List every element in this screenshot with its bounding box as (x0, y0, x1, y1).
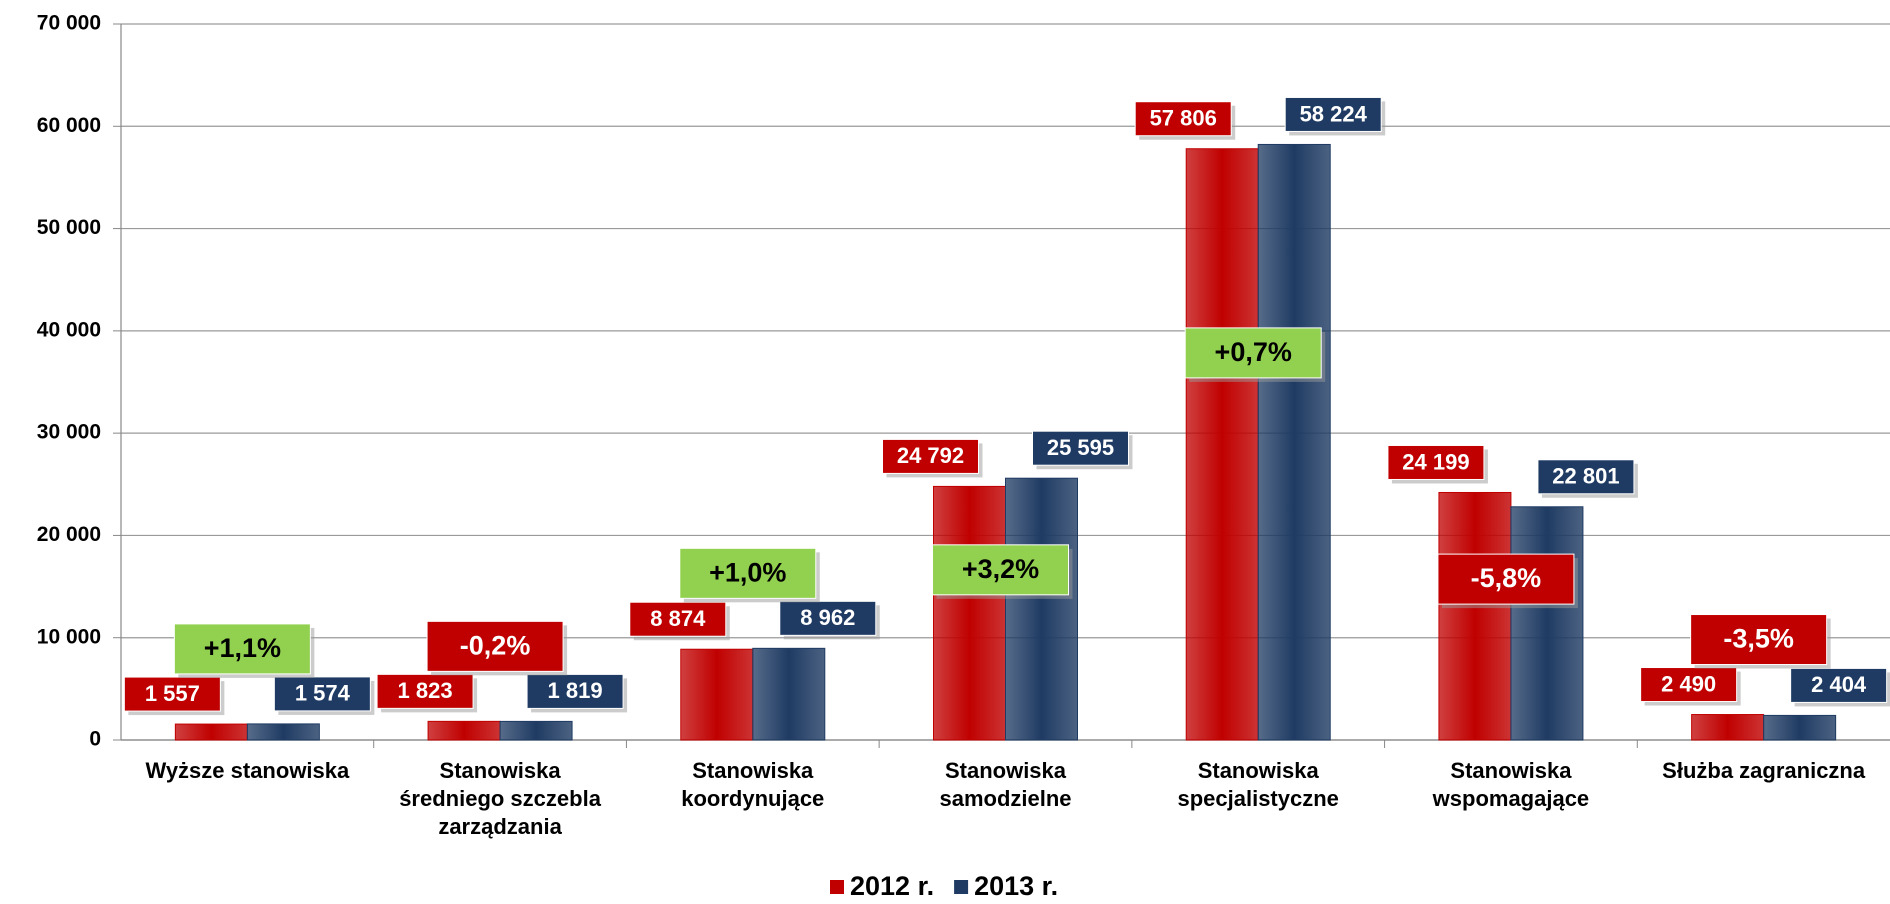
bar (427, 720, 501, 741)
x-tick-label: samodzielne (939, 786, 1071, 811)
value-label-box (526, 673, 624, 709)
value-label: 1 574 (295, 681, 351, 706)
value-label-box (779, 600, 877, 636)
change-label: +3,2% (962, 554, 1039, 584)
value-label: 57 806 (1150, 106, 1217, 131)
value-label-box (1790, 667, 1888, 703)
y-tick-label: 40 000 (37, 318, 101, 341)
x-tick-label: Służba zagraniczna (1662, 758, 1866, 783)
value-label-box (1284, 96, 1382, 132)
change-label-box (1690, 614, 1828, 666)
value-label: 1 823 (398, 678, 453, 703)
value-label-box (273, 676, 371, 712)
x-tick-label: Stanowiska (1198, 758, 1320, 783)
value-label: 24 792 (897, 443, 964, 468)
change-label-box (1437, 553, 1575, 605)
bar (1005, 477, 1078, 741)
x-tick-label: specjalistyczne (1177, 786, 1338, 811)
x-tick-label: koordynujące (681, 786, 824, 811)
value-label-box (123, 676, 221, 712)
value-label: 25 595 (1047, 435, 1114, 460)
x-tick-label: wspomagające (1432, 786, 1590, 811)
y-tick-label: 50 000 (37, 216, 101, 239)
change-label-box (679, 547, 817, 599)
change-label-box (426, 620, 564, 672)
legend-label: 2013 r. (974, 871, 1058, 901)
value-label-box (1537, 459, 1635, 495)
change-label: +1,0% (709, 557, 786, 587)
value-label-box (1640, 667, 1738, 703)
x-tick-label: Stanowiska (692, 758, 814, 783)
bar (933, 485, 1006, 741)
value-label: 1 819 (548, 678, 603, 703)
change-label: -3,5% (1723, 624, 1794, 654)
value-label: 8 874 (650, 606, 706, 631)
x-tick-label: zarządzania (438, 814, 562, 839)
value-label: 24 199 (1402, 449, 1469, 474)
value-label-box (376, 673, 474, 709)
value-label-box (1134, 101, 1232, 137)
y-tick-label: 20 000 (37, 523, 101, 546)
x-tick-label: Stanowiska (440, 758, 562, 783)
x-tick-label: Stanowiska (1450, 758, 1572, 783)
bar (499, 720, 573, 741)
bar (174, 723, 248, 741)
change-label: -0,2% (460, 630, 531, 660)
value-label-box (1032, 430, 1129, 466)
legend-swatch (830, 880, 844, 894)
value-label-box (1387, 444, 1485, 480)
legend-label: 2012 r. (850, 871, 934, 901)
y-tick-label: 60 000 (37, 114, 101, 137)
value-label: 8 962 (800, 605, 855, 630)
bar (1763, 714, 1837, 741)
y-tick-label: 10 000 (37, 625, 101, 648)
value-label: 2 490 (1661, 671, 1716, 696)
change-label-box (1184, 327, 1322, 379)
bar (1691, 714, 1765, 741)
value-label-box (882, 438, 979, 474)
y-tick-label: 0 (89, 728, 101, 751)
bar (680, 648, 754, 741)
value-label-box (629, 601, 727, 637)
y-tick-label: 70 000 (37, 12, 101, 35)
change-label-box (173, 623, 311, 675)
y-tick-label: 30 000 (37, 421, 101, 444)
bar (752, 647, 826, 741)
bar (246, 723, 320, 741)
value-label: 22 801 (1552, 464, 1619, 489)
change-label: +0,7% (1215, 337, 1292, 367)
change-label-box (932, 544, 1069, 596)
bar (1510, 506, 1584, 741)
bar (1257, 143, 1331, 741)
change-label: +1,1% (204, 633, 281, 663)
bar (1185, 148, 1259, 741)
x-tick-label: Stanowiska (945, 758, 1067, 783)
change-label: -5,8% (1471, 563, 1542, 593)
bar (1438, 491, 1512, 741)
x-tick-label: średniego szczebla (399, 786, 602, 811)
value-label: 58 224 (1300, 101, 1368, 126)
x-tick-label: Wyższe stanowiska (145, 758, 350, 783)
value-label: 1 557 (145, 681, 200, 706)
legend-swatch (954, 880, 969, 894)
value-label: 2 404 (1811, 672, 1867, 697)
